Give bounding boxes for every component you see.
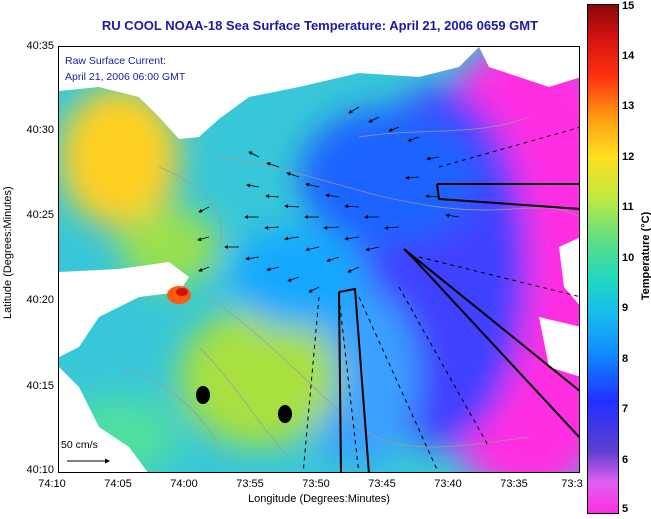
y-axis-label: Latitude (Degrees:Minutes) — [2, 186, 14, 319]
colorbar-label: Temperature (°C) — [640, 211, 651, 301]
xtick-label: 74:10 — [38, 478, 66, 490]
xtick-label: 73:3 — [561, 478, 583, 490]
ytick-label: 40:15 — [26, 380, 54, 392]
current-time: April 21, 2006 06:00 GMT — [65, 71, 186, 83]
xtick-label: 74:05 — [104, 478, 132, 490]
ytick-label: 40:25 — [26, 209, 54, 221]
xtick-label: 73:45 — [368, 478, 396, 490]
map-title: RU COOL NOAA-18 Sea Surface Temperature:… — [101, 18, 539, 33]
xtick-label: 74:00 — [170, 478, 198, 490]
ytick-label: 40:20 — [26, 294, 54, 306]
ytick-label: 40:35 — [26, 40, 54, 52]
colorbar-tick: 11 — [622, 201, 634, 213]
temperature-colorbar — [587, 4, 619, 514]
colorbar-tick: 8 — [622, 353, 629, 365]
ytick-label: 40:10 — [26, 464, 54, 476]
xtick-label: 73:50 — [302, 478, 330, 490]
ytick-label: 40:30 — [26, 124, 54, 136]
sst-map-graphic — [59, 47, 579, 472]
colorbar-tick: 6 — [622, 454, 629, 466]
colorbar-tick: 7 — [622, 403, 629, 415]
xtick-label: 73:35 — [500, 478, 528, 490]
x-axis-label: Longitude (Degrees:Minutes) — [248, 493, 390, 505]
colorbar-tick: 14 — [622, 50, 635, 62]
xtick-label: 73:40 — [434, 478, 462, 490]
current-label: Raw Surface Current: — [65, 55, 166, 67]
colorbar-tick: 10 — [622, 252, 635, 264]
scale-label: 50 cm/s — [61, 439, 98, 451]
colorbar-tick: 13 — [622, 100, 635, 112]
colorbar-tick: 9 — [622, 302, 629, 314]
sst-map[interactable]: Raw Surface Current: April 21, 2006 06:0… — [58, 46, 580, 473]
colorbar-tick: 12 — [622, 151, 635, 163]
xtick-label: 73:55 — [236, 478, 264, 490]
colorbar-tick: 15 — [622, 0, 635, 12]
current-vectors — [197, 106, 460, 293]
colorbar-tick: 5 — [622, 503, 629, 515]
